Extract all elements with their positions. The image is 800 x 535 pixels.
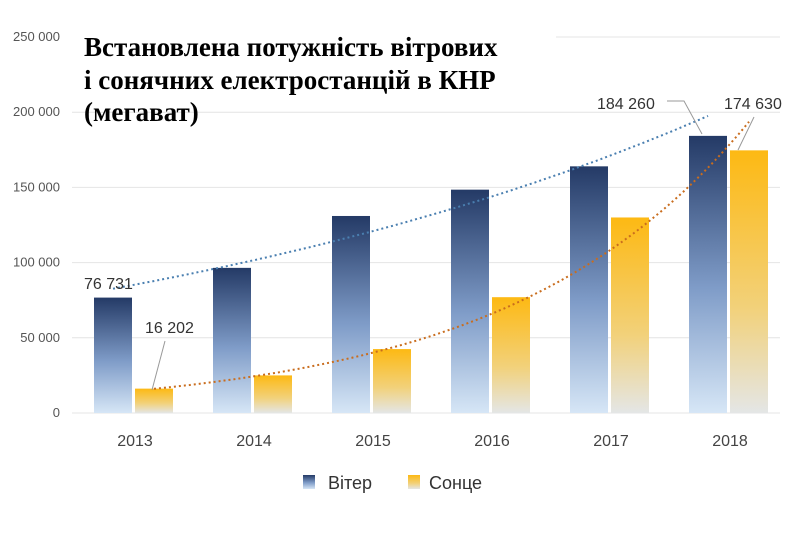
bar-sun	[611, 217, 649, 413]
bar-sun	[373, 349, 411, 413]
title-line-3: (мегават)	[84, 97, 199, 127]
legend-label-wind: Вітер	[328, 473, 372, 493]
label-leader-line	[737, 116, 755, 151]
x-axis: 2013 2014 2015 2016 2017 2018	[117, 433, 748, 450]
y-tick-label: 150 000	[13, 179, 60, 194]
data-label-sun: 174 630	[724, 96, 782, 113]
legend: Вітер Сонце	[303, 473, 482, 493]
data-label-sun: 16 202	[145, 320, 194, 337]
x-tick-label: 2017	[593, 433, 629, 450]
bars	[94, 135, 768, 413]
x-tick-label: 2015	[355, 433, 391, 450]
legend-swatch-wind	[303, 475, 315, 489]
legend-label-sun: Сонце	[429, 473, 482, 493]
title-line-2: і сонячних електростанцій в КНР	[84, 65, 496, 95]
trendline-sun	[153, 121, 750, 390]
y-axis: 0 50 000 100 000 150 000 200 000 250 000	[13, 29, 60, 420]
chart-title: Встановлена потужність вітрових і сонячн…	[84, 32, 498, 127]
bar-sun	[135, 388, 173, 413]
title-line-1: Встановлена потужність вітрових	[84, 32, 498, 62]
bar-sun	[254, 375, 292, 413]
x-tick-label: 2014	[236, 433, 272, 450]
bar-sun	[492, 297, 530, 413]
y-tick-label: 0	[53, 405, 60, 420]
label-leader-line	[667, 100, 703, 135]
data-label-wind: 184 260	[597, 96, 655, 113]
grid	[72, 36, 780, 414]
y-tick-label: 250 000	[13, 29, 60, 44]
trendline-wind	[112, 114, 709, 290]
data-labels: 76 731 16 202 184 260 174 630	[84, 96, 782, 391]
bar-wind	[332, 215, 370, 413]
trendlines	[112, 114, 750, 390]
bar-wind	[94, 297, 132, 413]
bar-wind	[451, 189, 489, 413]
y-tick-label: 100 000	[13, 255, 60, 270]
y-tick-label: 50 000	[20, 330, 60, 345]
bar-wind	[689, 135, 727, 413]
bar-wind	[213, 267, 251, 413]
x-tick-label: 2018	[712, 433, 748, 450]
x-tick-label: 2016	[474, 433, 510, 450]
data-label-wind: 76 731	[84, 276, 133, 293]
label-leader-line	[151, 340, 166, 391]
bar-wind	[570, 166, 608, 413]
legend-swatch-sun	[408, 475, 420, 489]
x-tick-label: 2013	[117, 433, 153, 450]
bar-sun	[730, 150, 768, 413]
y-tick-label: 200 000	[13, 104, 60, 119]
